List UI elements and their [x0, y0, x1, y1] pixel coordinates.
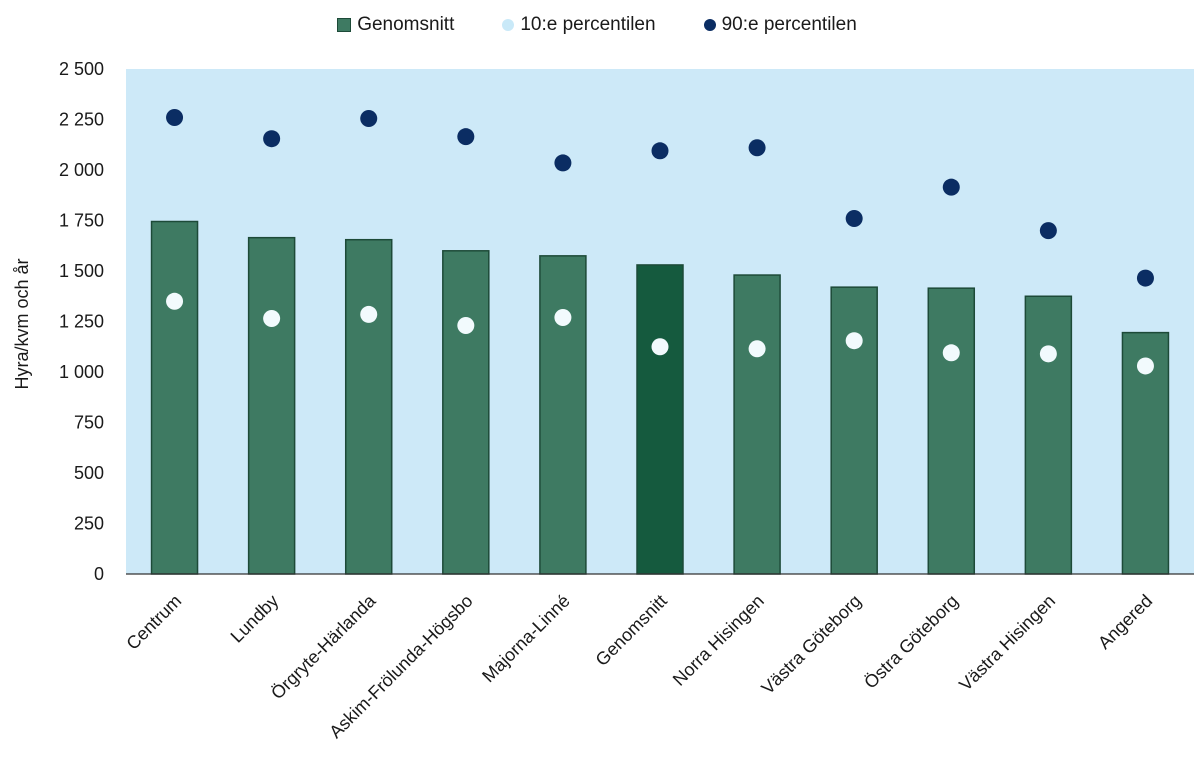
- marker-p10: [166, 292, 184, 310]
- marker-p10: [748, 340, 766, 358]
- x-tick-label: Majorna-Linné: [478, 591, 574, 687]
- marker-p90: [457, 128, 475, 146]
- marker-p10: [1039, 345, 1057, 363]
- marker-p10: [554, 308, 572, 326]
- marker-p90: [942, 178, 960, 196]
- bar: [539, 255, 587, 575]
- bar: [1024, 295, 1073, 575]
- y-tick-label: 1 250: [59, 312, 104, 332]
- bar: [247, 236, 296, 575]
- marker-p90: [166, 108, 184, 126]
- marker-p90: [360, 109, 378, 127]
- x-tick-label: Genomsnitt: [592, 591, 671, 670]
- legend-label: Genomsnitt: [357, 14, 455, 35]
- bar: [830, 286, 878, 575]
- marker-p10: [942, 344, 960, 362]
- bar: [344, 238, 393, 575]
- x-tick-label: Västra Göteborg: [757, 591, 865, 699]
- marker-p10: [360, 305, 378, 323]
- bar: [636, 264, 684, 575]
- marker-p10: [263, 309, 281, 327]
- legend-item-p10: 10:e percentilen: [502, 14, 656, 36]
- x-tick-label: Östra Göteborg: [860, 591, 962, 693]
- legend-label: 90:e percentilen: [721, 14, 857, 35]
- x-tick-label: Centrum: [122, 591, 185, 654]
- y-tick-label: 250: [74, 514, 104, 534]
- marker-p90: [651, 142, 669, 160]
- bar: [927, 287, 976, 575]
- marker-p90: [1039, 222, 1057, 240]
- y-tick-label: 1 000: [59, 362, 104, 382]
- marker-p90: [1136, 269, 1154, 287]
- marker-p90: [845, 209, 863, 227]
- legend-item-genomsnitt: Genomsnitt: [337, 14, 454, 36]
- y-tick-label: 2 500: [59, 59, 104, 79]
- x-tick-label: Angered: [1094, 591, 1156, 653]
- legend-swatch-bar: [337, 18, 352, 32]
- x-tick-label: Lundby: [227, 591, 283, 647]
- marker-p10: [651, 338, 669, 356]
- bar: [733, 274, 781, 575]
- legend-swatch-dot: [703, 19, 716, 31]
- x-tick-label: Norra Hisingen: [669, 591, 768, 690]
- marker-p90: [748, 139, 766, 157]
- y-tick-label: 1 750: [59, 211, 104, 231]
- legend: Genomsnitt 10:e percentilen 90:e percent…: [0, 14, 1194, 36]
- y-tick-label: 2 000: [59, 160, 104, 180]
- y-tick-label: 750: [74, 413, 104, 433]
- x-tick-label: Västra Hisingen: [955, 591, 1059, 695]
- marker-p10: [1136, 357, 1154, 375]
- y-tick-label: 500: [74, 463, 104, 483]
- marker-p90: [263, 130, 281, 148]
- marker-p10: [457, 317, 475, 335]
- marker-p90: [554, 154, 572, 172]
- bar: [442, 250, 490, 575]
- y-tick-label: 2 250: [59, 110, 104, 130]
- legend-swatch-dot: [502, 19, 515, 31]
- x-tick-label: Örgryte-Härlanda: [267, 590, 380, 703]
- legend-item-p90: 90:e percentilen: [703, 14, 857, 36]
- y-tick-label: 0: [94, 564, 104, 584]
- marker-p10: [845, 332, 863, 350]
- bar: [150, 220, 199, 575]
- legend-label: 10:e percentilen: [520, 14, 656, 35]
- y-tick-label: 1 500: [59, 261, 104, 281]
